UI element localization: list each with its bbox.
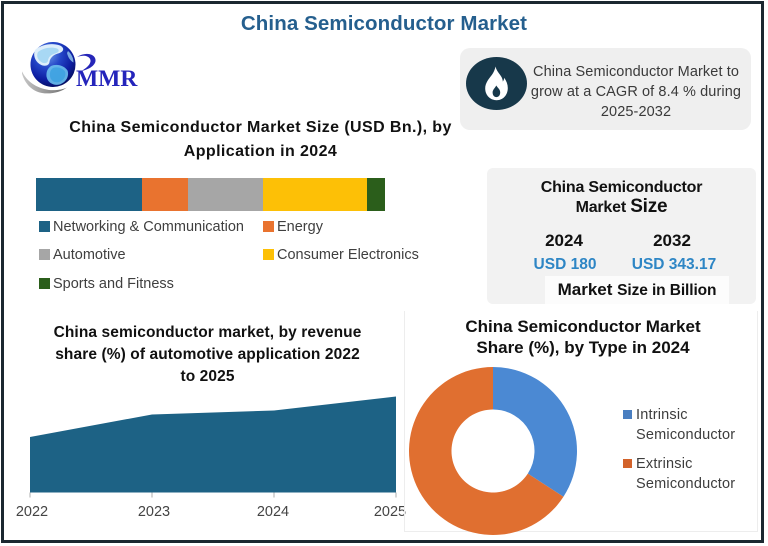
svg-text:MMR: MMR [76,66,138,92]
